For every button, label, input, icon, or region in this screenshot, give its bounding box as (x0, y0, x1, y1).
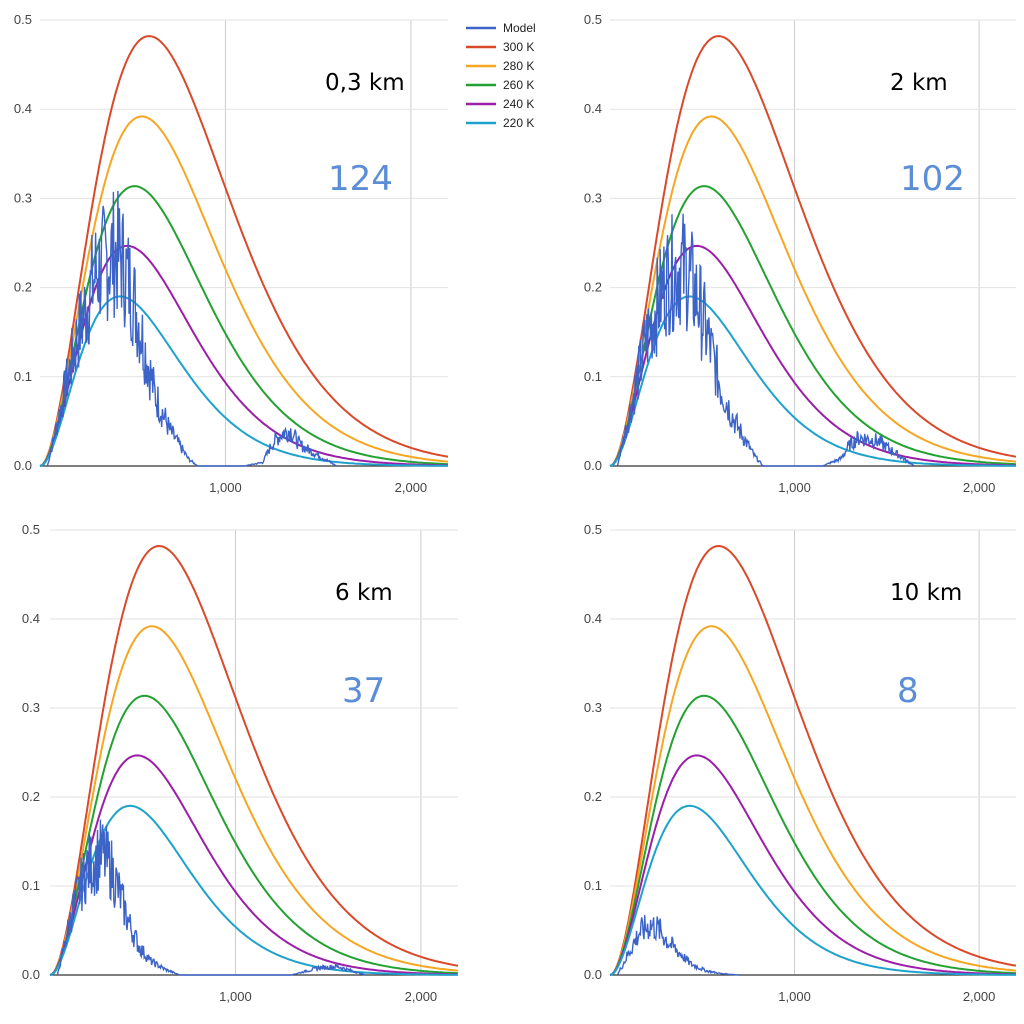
y-tick-label: 0.1 (22, 878, 40, 893)
series-line-260k (49, 694, 459, 976)
y-tick-label: 0.0 (22, 967, 40, 982)
x-tick-label: 2,000 (963, 480, 996, 495)
series-line-240k (49, 754, 458, 976)
y-tick-label: 0.0 (584, 967, 602, 982)
x-tick-label: 2,000 (405, 989, 438, 1004)
altitude-annotation: 2 km (890, 70, 948, 96)
y-tick-label: 0.4 (22, 611, 40, 626)
y-tick-label: 0.3 (584, 190, 602, 205)
y-tick-label: 0.3 (22, 700, 40, 715)
series-line-260k (39, 185, 449, 467)
series-line-300k (609, 35, 1017, 467)
legend-label: 300 K (503, 40, 534, 54)
y-tick-label: 0.4 (584, 101, 602, 116)
legend: Model 300 K 280 K 260 K 240 K 220 K (466, 21, 536, 130)
series-line-280k (39, 115, 449, 467)
series-line-model (56, 819, 366, 976)
y-tick-label: 0.1 (584, 878, 602, 893)
altitude-annotation: 6 km (335, 580, 393, 606)
y-tick-label: 0.2 (14, 280, 32, 295)
y-tick-label: 0.5 (14, 12, 32, 27)
x-tick-label: 2,000 (963, 989, 996, 1004)
y-tick-label: 0.5 (22, 522, 40, 537)
series-line-260k (609, 185, 1017, 467)
series-line-280k (49, 625, 459, 976)
series-line-model (616, 914, 740, 976)
altitude-annotation: 10 km (890, 580, 962, 606)
series-line-240k (609, 754, 1016, 976)
legend-label: 220 K (503, 116, 534, 130)
series-line-280k (609, 625, 1017, 976)
value-annotation: 37 (342, 671, 385, 711)
chart-panel-3: 0.0 0.1 0.2 0.3 0.4 0.5 1,000 2,000 6 km 37 (22, 522, 459, 1004)
x-tick-label: 1,000 (219, 989, 252, 1004)
y-tick-label: 0.3 (14, 190, 32, 205)
series-line-220k (609, 804, 1016, 976)
series-line-280k (609, 115, 1017, 467)
value-annotation: 102 (900, 159, 965, 199)
y-tick-label: 0.2 (584, 789, 602, 804)
series-line-240k (39, 244, 448, 467)
series-line-model (616, 213, 915, 467)
x-tick-label: 1,000 (209, 480, 242, 495)
series-line-300k (49, 544, 459, 976)
y-tick-label: 0.2 (22, 789, 40, 804)
series-line-240k (609, 244, 1016, 467)
series-line-220k (39, 295, 448, 467)
altitude-annotation: 0,3 km (325, 70, 405, 96)
y-tick-label: 0.2 (584, 280, 602, 295)
series-line-220k (49, 804, 458, 976)
y-tick-label: 0.1 (14, 369, 32, 384)
y-tick-label: 0.4 (14, 101, 32, 116)
series-line-model (46, 190, 338, 467)
series-line-300k (39, 35, 449, 467)
legend-label: 280 K (503, 59, 534, 73)
x-tick-label: 1,000 (778, 989, 811, 1004)
legend-label: 260 K (503, 78, 534, 92)
chart-panel-1: 0.0 0.1 0.2 0.3 0.4 0.5 1,000 2,000 0,3 km 124 (14, 12, 449, 495)
x-tick-label: 1,000 (778, 480, 811, 495)
y-tick-label: 0.1 (584, 369, 602, 384)
x-tick-label: 2,000 (395, 480, 428, 495)
y-tick-label: 0.0 (14, 458, 32, 473)
y-tick-label: 0.0 (584, 458, 602, 473)
value-annotation: 8 (897, 671, 919, 711)
y-tick-label: 0.3 (584, 700, 602, 715)
legend-label: Model (503, 21, 536, 35)
series-line-300k (609, 544, 1017, 976)
y-tick-label: 0.5 (584, 522, 602, 537)
chart-panel-4: 0.0 0.1 0.2 0.3 0.4 0.5 1,000 2,000 10 km 8 (584, 522, 1017, 1004)
y-tick-label: 0.5 (584, 12, 602, 27)
chart-panel-2: 0.0 0.1 0.2 0.3 0.4 0.5 1,000 2,000 2 km 102 (584, 12, 1017, 495)
value-annotation: 124 (328, 159, 393, 199)
series-line-260k (609, 694, 1017, 976)
y-tick-label: 0.4 (584, 611, 602, 626)
legend-label: 240 K (503, 97, 534, 111)
